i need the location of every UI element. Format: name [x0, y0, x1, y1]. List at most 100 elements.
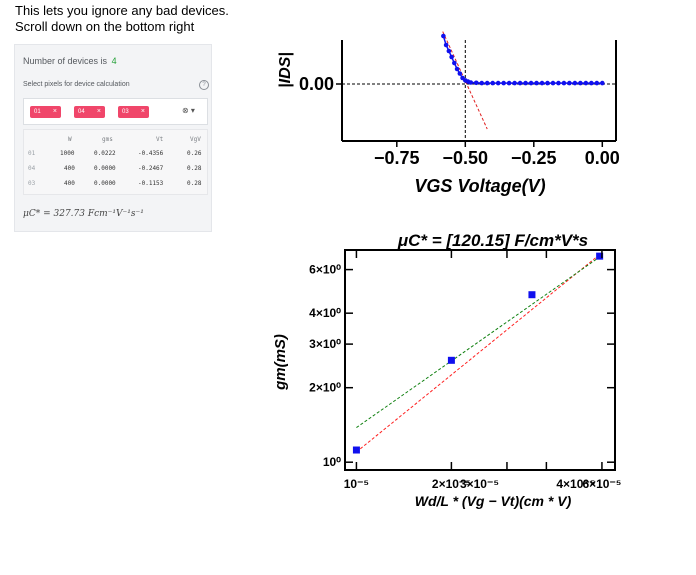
pixel-chip[interactable]: 01 × — [30, 106, 61, 118]
y-tick-label: 3×10⁰ — [309, 337, 341, 351]
axis-ticks: −0.75 −0.50 −0.25 0.00 0.00 — [299, 74, 620, 168]
mobility-formula: μC* = 327.73 Fcm⁻¹V⁻¹s⁻¹ — [23, 209, 144, 219]
mobility-fit-chart: μC* = [120.15] F/cm*V*s 10⁻⁵ 2×10⁻⁵3×10⁻⁵… — [272, 231, 621, 509]
data-point — [594, 80, 600, 86]
caption: This lets you ignore any bad devices. Sc… — [15, 3, 229, 35]
data-point — [449, 54, 454, 60]
data-point — [501, 80, 506, 86]
data-point — [506, 80, 512, 86]
x-tick-label: 6×10⁻⁵ — [582, 477, 621, 491]
chart-title: μC* = [120.15] F/cm*V*s — [397, 231, 588, 250]
data-point — [572, 80, 578, 86]
pixel-chip-label: 01 — [34, 109, 41, 115]
table-header: Vt — [156, 136, 164, 143]
clear-dropdown-icon[interactable]: ⊗ ▾ — [182, 106, 195, 115]
data-point — [561, 80, 567, 86]
y-axis-label: gm(mS) — [272, 334, 289, 391]
x-axis-label: VGS Voltage(V) — [414, 176, 545, 196]
x-tick-label: 3×10⁻⁵ — [460, 477, 499, 491]
table-cell: 0.28 — [187, 180, 202, 187]
y-axis-label: |IDS| — [277, 52, 294, 88]
device-table: W gms Vt VgV 01 1000 0.0222 -0.4356 0.26… — [23, 129, 208, 195]
x-tick-label: −0.25 — [511, 148, 557, 168]
transfer-curve-chart: −0.75 −0.50 −0.25 0.00 0.00 |IDS| VGS Voltag… — [277, 30, 620, 196]
data-point — [490, 80, 495, 86]
data-point — [473, 80, 479, 86]
select-pixels-label: Select pixels for device calculation — [23, 81, 130, 88]
table-cell: 0.0000 — [94, 165, 116, 172]
data-point — [468, 80, 474, 85]
data-point — [495, 80, 501, 86]
data-point — [589, 80, 594, 86]
x-tick-label: 2×10⁻⁵ — [432, 477, 471, 491]
data-point — [528, 291, 536, 299]
data-series — [352, 252, 604, 454]
table-cell: 0.26 — [187, 150, 202, 157]
pixel-chip-label: 04 — [78, 109, 85, 115]
row-index: 04 — [28, 165, 36, 172]
remove-chip-icon[interactable]: × — [96, 108, 101, 115]
table-cell: -0.1153 — [138, 180, 164, 187]
x-tick-label: 0.00 — [585, 148, 620, 168]
data-point — [583, 80, 589, 86]
pixel-multiselect[interactable]: 01 × 04 × 03 × ⊗ ▾ — [23, 98, 208, 125]
data-point — [550, 80, 556, 86]
data-point — [556, 80, 561, 86]
plot-frame — [344, 249, 616, 471]
x-axis-label: Wd/L * (Vg − Vt)(cm * V) — [415, 493, 572, 509]
series-line — [442, 35, 603, 84]
data-point — [457, 71, 463, 76]
data-point — [539, 80, 545, 86]
pixel-chip-label: 03 — [122, 109, 129, 115]
table-cell: 400 — [64, 165, 75, 172]
y-tick-label: 0.00 — [299, 74, 334, 94]
device-selection-panel: Number of devices is 4 Select pixels for… — [14, 44, 212, 232]
data-point — [545, 80, 550, 86]
help-icon[interactable]: ? — [199, 80, 209, 90]
data-point — [578, 80, 583, 86]
data-point — [534, 80, 539, 86]
table-header: W — [68, 136, 72, 143]
caption-line-2: Scroll down on the bottom right — [15, 19, 195, 34]
data-point — [523, 80, 528, 86]
table-cell: -0.2467 — [138, 165, 164, 172]
pixel-chip[interactable]: 03 × — [118, 106, 149, 118]
y-tick-label: 4×10⁰ — [309, 306, 341, 320]
device-count: Number of devices is 4 — [23, 56, 117, 66]
data-point — [446, 48, 452, 54]
table-cell: 0.0222 — [94, 150, 116, 157]
data-point — [600, 80, 605, 86]
data-point — [517, 80, 523, 86]
table-header: VgV — [190, 136, 201, 143]
table-cell: 400 — [64, 180, 75, 187]
row-index: 03 — [28, 180, 36, 187]
x-tick-label: −0.50 — [443, 148, 489, 168]
axis-ticks: 10⁻⁵ 2×10⁻⁵3×10⁻⁵ 4×10⁻⁵6×10⁻⁵ 10⁰ 2×10⁰ 3×10… — [309, 250, 621, 491]
y-tick-label: 10⁰ — [323, 455, 341, 469]
data-point — [512, 80, 517, 86]
table-cell: 0.28 — [187, 165, 202, 172]
pixel-chip[interactable]: 04 × — [74, 106, 105, 118]
data-point — [352, 446, 360, 454]
data-point — [484, 80, 490, 86]
data-point — [596, 252, 604, 260]
data-point — [441, 33, 446, 39]
caption-line-1: This lets you ignore any bad devices. — [15, 3, 229, 18]
remove-chip-icon[interactable]: × — [140, 108, 145, 115]
remove-chip-icon[interactable]: × — [52, 108, 57, 115]
fit-line — [356, 256, 600, 428]
data-point — [454, 66, 460, 72]
data-point — [528, 80, 534, 86]
x-tick-label: 10⁻⁵ — [344, 477, 369, 491]
data-point — [479, 80, 485, 86]
table-cell: -0.4356 — [138, 150, 164, 157]
device-count-label: Number of devices is — [23, 56, 108, 66]
data-point — [567, 80, 572, 86]
table-header: gms — [102, 136, 113, 143]
table-cell: 1000 — [60, 150, 75, 157]
x-tick-label: 4×10⁻⁵ — [556, 477, 595, 491]
y-tick-label: 2×10⁰ — [309, 381, 341, 395]
row-index: 01 — [28, 150, 36, 157]
device-count-value: 4 — [111, 56, 117, 66]
x-tick-label: −0.75 — [374, 148, 420, 168]
